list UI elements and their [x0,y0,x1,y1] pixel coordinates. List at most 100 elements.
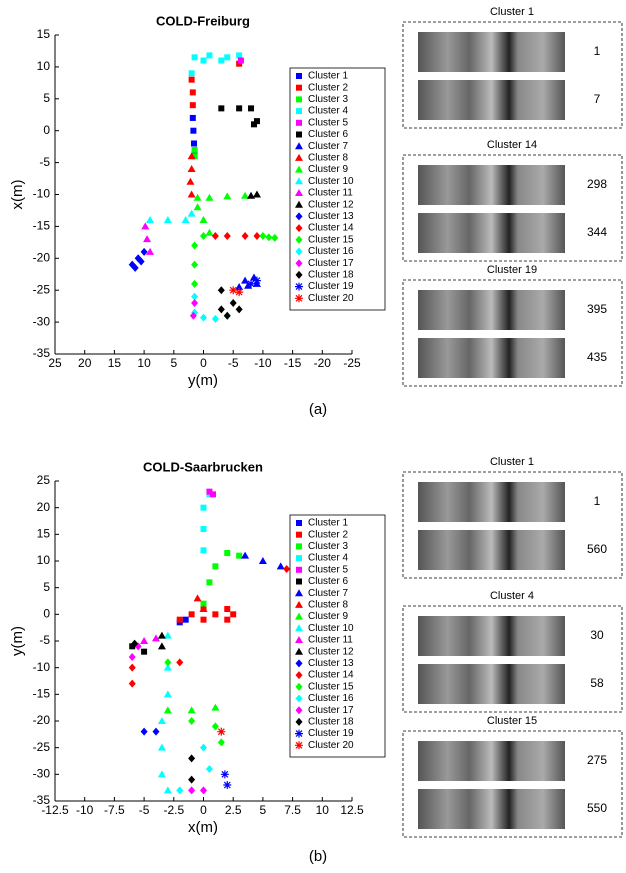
frame-number: 344 [587,225,607,239]
x-tick-label: -7.5 [104,803,125,817]
marker [188,754,196,763]
legend-marker [296,131,302,138]
marker [187,190,196,198]
marker [200,616,207,623]
panel-title: Cluster 14 [487,139,537,151]
marker [191,292,199,301]
marker [187,706,196,714]
marker [250,121,257,128]
marker [210,491,217,498]
marker [151,634,160,642]
legend-label: Cluster 2 [308,82,348,93]
legend-label: Cluster 7 [308,588,348,599]
y-tick-label: 20 [37,500,51,514]
marker [140,637,149,644]
marker [200,743,207,752]
marker [211,314,219,323]
y-tick-label: -35 [33,346,51,360]
marker [163,706,172,714]
legend-label: Cluster 14 [308,670,354,681]
marker [143,235,152,243]
marker [235,283,244,291]
marker [200,504,207,511]
legend-marker [295,153,303,161]
legend-marker [295,671,303,680]
marker [211,722,219,731]
marker [129,643,136,650]
marker [191,153,198,160]
legend-marker [296,578,302,585]
marker [211,231,219,240]
y-tick-label: -5 [39,155,50,169]
legend-marker [295,270,303,279]
marker [248,105,255,112]
legend-marker [295,282,303,291]
marker [152,727,160,736]
legend-label: Cluster 12 [308,199,354,210]
legend-marker [296,108,302,115]
y-tick-label: -35 [33,793,51,807]
marker [188,786,196,795]
y-tick-label: 15 [37,527,51,541]
y-tick-label: 10 [37,59,51,73]
panorama-image [418,213,565,253]
marker [163,690,172,698]
x-tick-label: 0 [200,803,207,817]
marker [188,717,196,725]
legend-label: Cluster 10 [308,623,354,634]
marker [218,105,225,112]
frame-number: 58 [590,676,604,690]
legend-label: Cluster 19 [308,281,354,292]
marker [271,233,279,242]
frame-number: 1 [594,44,601,58]
legend-label: Cluster 1 [308,518,348,529]
marker [223,311,231,320]
frame-number: 435 [587,350,607,364]
legend-label: Cluster 17 [308,705,354,716]
x-tick-label: -5 [228,356,239,370]
panorama-image [418,32,565,72]
marker [157,770,166,778]
marker [141,222,150,230]
marker [140,727,148,736]
marker [176,658,184,667]
legend-label: Cluster 13 [308,211,354,222]
legend-marker [295,741,303,750]
marker [206,52,213,59]
legend-marker [296,531,302,538]
marker [163,631,172,639]
legend-marker [295,600,303,608]
marker [193,193,202,201]
marker [157,642,166,650]
panel-title: Cluster 1 [490,456,534,468]
panel-box [402,605,623,713]
panel-title: Cluster 1 [490,6,534,18]
x-tick-label: -2.5 [163,803,184,817]
panel-box [402,730,623,838]
marker [223,192,232,200]
legend-label: Cluster 5 [308,117,348,128]
y-axis-label: y(m) [9,626,26,656]
frame-number: 550 [587,801,607,815]
marker [252,190,261,198]
legend-marker [296,73,302,79]
marker [200,526,207,532]
legend-label: Cluster 11 [308,635,353,646]
caption: (a) [309,401,327,418]
legend-label: Cluster 8 [308,153,348,164]
legend-label: Cluster 6 [308,129,348,140]
marker [199,216,208,224]
marker [241,276,250,284]
y-tick-label: -10 [33,187,51,201]
x-tick-label: -15 [284,356,302,370]
legend-marker [295,235,303,244]
marker [212,611,219,618]
marker [187,152,196,160]
legend-label: Cluster 3 [308,94,348,105]
y-tick-label: 10 [37,553,51,567]
legend-marker [296,555,302,562]
panorama-image [418,338,565,378]
marker [190,140,197,147]
legend-label: Cluster 15 [308,681,354,692]
